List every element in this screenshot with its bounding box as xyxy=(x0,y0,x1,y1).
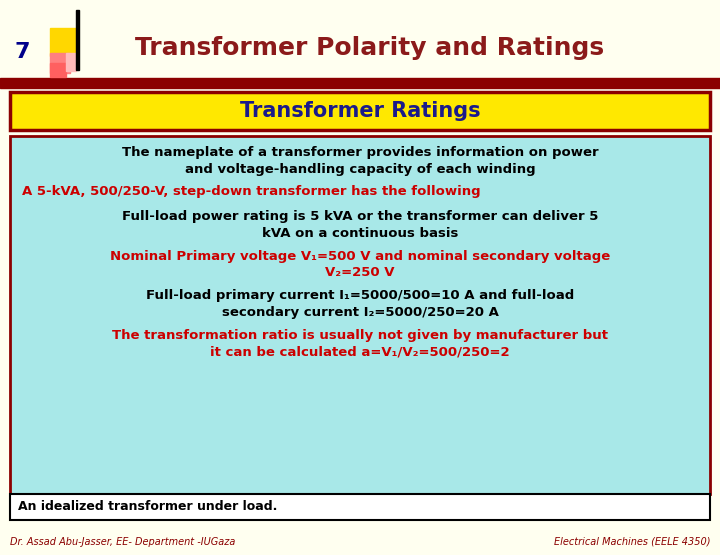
Text: Transformer Polarity and Ratings: Transformer Polarity and Ratings xyxy=(135,36,605,60)
Text: Dr. Assad Abu-Jasser, EE- Department -IUGaza: Dr. Assad Abu-Jasser, EE- Department -IU… xyxy=(10,537,235,547)
Text: An idealized transformer under load.: An idealized transformer under load. xyxy=(18,501,277,513)
Bar xyxy=(0,78,720,86)
Text: 7: 7 xyxy=(15,42,30,62)
Bar xyxy=(10,92,710,130)
Bar xyxy=(10,494,710,520)
Text: A 5-kVA, 500/250-V, step-down transformer has the following: A 5-kVA, 500/250-V, step-down transforme… xyxy=(22,185,481,199)
Bar xyxy=(66,53,76,71)
Text: Nominal Primary voltage V₁=500 V and nominal secondary voltage
V₂=250 V: Nominal Primary voltage V₁=500 V and nom… xyxy=(110,250,610,279)
Bar xyxy=(10,136,710,494)
Text: Full-load primary current I₁=5000/500=10 A and full-load
secondary current I₂=50: Full-load primary current I₁=5000/500=10… xyxy=(146,289,574,319)
Text: Transformer Ratings: Transformer Ratings xyxy=(240,101,480,121)
Bar xyxy=(50,28,78,56)
Bar xyxy=(50,53,70,73)
Bar xyxy=(76,10,79,70)
Text: Full-load power rating is 5 kVA or the transformer can deliver 5
kVA on a contin: Full-load power rating is 5 kVA or the t… xyxy=(122,210,598,240)
Bar xyxy=(0,86,720,88)
Bar xyxy=(50,63,66,77)
Text: The nameplate of a transformer provides information on power
and voltage-handlin: The nameplate of a transformer provides … xyxy=(122,146,598,175)
Text: The transformation ratio is usually not given by manufacturer but
it can be calc: The transformation ratio is usually not … xyxy=(112,329,608,358)
Text: Electrical Machines (EELE 4350): Electrical Machines (EELE 4350) xyxy=(554,537,710,547)
